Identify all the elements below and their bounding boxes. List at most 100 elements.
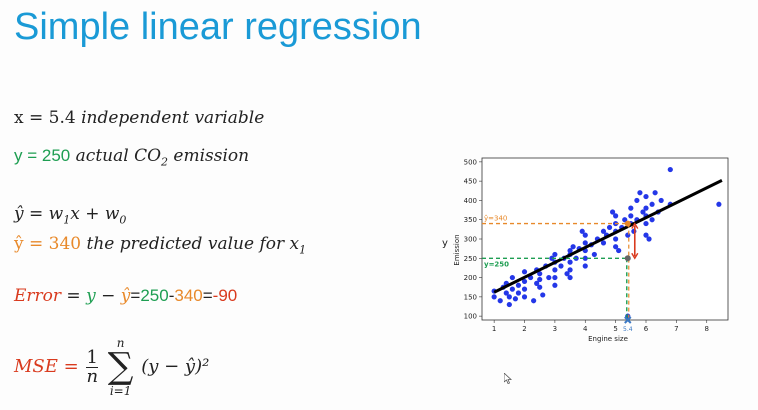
data-point <box>582 240 588 246</box>
y-tick-label: 400 <box>464 197 477 205</box>
predicted-point <box>624 220 631 227</box>
data-point <box>540 292 546 298</box>
data-point <box>649 217 655 223</box>
y-axis-label: Emission <box>453 234 461 265</box>
data-point <box>567 267 573 273</box>
equation-model-s2: 0 <box>119 213 127 227</box>
data-point <box>658 197 664 204</box>
data-point <box>567 274 573 281</box>
equation-x-lhs: x = 5.4 <box>14 108 76 128</box>
mouse-cursor-icon <box>503 372 513 387</box>
sigma-icon: ∑ <box>107 346 134 387</box>
data-point <box>643 232 649 238</box>
equation-predicted: ŷ = 340 the predicted value for x1 <box>14 234 306 256</box>
equation-y: y = 250 actual CO2 emission <box>14 146 249 168</box>
data-point <box>637 190 643 196</box>
equation-y-lhs: y = 250 <box>14 146 71 165</box>
data-point <box>649 201 655 207</box>
mse-fraction: 1 n <box>86 346 99 387</box>
chart-annotations: ŷ=340 y=250 5.4 <box>482 179 723 333</box>
data-point <box>643 205 649 211</box>
equation-x: x = 5.4 independent variable <box>14 108 264 128</box>
data-point <box>509 274 515 281</box>
y-tick-label: 200 <box>464 274 477 282</box>
error-eq3: = <box>202 286 213 305</box>
error-label: Error <box>14 286 62 306</box>
data-point <box>534 280 540 286</box>
data-point <box>537 271 543 277</box>
equation-y-desc: actual CO <box>75 146 162 166</box>
y-tick-label: 350 <box>464 216 477 224</box>
mse-sum-top: n <box>116 336 125 350</box>
error-yhat: ŷ <box>120 286 131 306</box>
data-point <box>579 228 585 234</box>
error-eq2: = <box>130 286 141 305</box>
data-point <box>667 166 673 173</box>
data-point <box>643 193 649 200</box>
data-point <box>613 236 619 242</box>
y-tick-label: 450 <box>464 178 477 186</box>
data-point <box>521 294 528 300</box>
mse-body: (y − ŷ)² <box>141 356 210 377</box>
error-minus: − <box>95 286 121 306</box>
y-tick-label: 250 <box>464 255 477 263</box>
y-tick-label: 500 <box>464 158 477 166</box>
equation-model-s1: 1 <box>63 213 71 227</box>
equation-y-sub: 2 <box>161 155 169 169</box>
x-tick-label: 7 <box>674 325 678 333</box>
chart-axes: 1 2 3 4 5 6 7 8 100 150 200 250 300 350 400 450 500 <box>464 157 729 333</box>
outer-y-label: y <box>442 238 448 249</box>
data-point <box>652 190 658 196</box>
equation-model: ŷ = w1x + w0 <box>14 204 126 226</box>
mse-numerator: 1 <box>86 346 99 368</box>
data-point <box>625 232 631 238</box>
x-tick-label: 5 <box>613 325 617 333</box>
data-point <box>558 263 564 269</box>
data-point <box>531 298 537 304</box>
equation-error: Error = y − ŷ=250-340=-90 <box>14 286 237 306</box>
equation-predicted-sub: 1 <box>299 243 307 257</box>
slide-title: Simple linear regression <box>14 6 422 48</box>
data-point <box>582 263 588 269</box>
error-v3: -90 <box>212 286 238 305</box>
scatter-chart: y Emission Engine size 1 2 3 4 5 6 7 8 100 150 200… <box>442 157 729 343</box>
equation-y-desc2: emission <box>168 146 250 166</box>
equation-x-desc: independent variable <box>81 108 265 128</box>
y-tick-label: 100 <box>464 313 477 321</box>
data-point <box>591 251 597 258</box>
data-point <box>552 267 558 273</box>
data-point <box>570 244 576 250</box>
x-tick-label: 1 <box>492 325 496 333</box>
x-tick-label: 6 <box>644 325 649 333</box>
equation-predicted-lhs: ŷ = 340 <box>14 234 82 254</box>
x-value-label: 5.4 <box>623 326 633 333</box>
data-point <box>521 286 528 292</box>
data-point <box>716 201 722 207</box>
mse-label: MSE = <box>14 356 85 377</box>
data-point <box>628 205 634 211</box>
data-point <box>506 301 512 308</box>
equation-predicted-desc: the predicted value for x <box>86 234 300 254</box>
data-point <box>521 269 528 275</box>
data-point <box>509 286 515 292</box>
regression-line <box>493 179 723 294</box>
data-point <box>646 236 652 242</box>
x-value-marker-icon <box>624 316 632 324</box>
data-point <box>564 271 570 277</box>
mse-denominator: n <box>86 365 99 387</box>
data-point <box>552 274 558 281</box>
x-tick-label: 4 <box>583 325 588 333</box>
error-dash: - <box>168 286 175 305</box>
data-point <box>497 298 503 304</box>
data-point <box>515 290 522 296</box>
data-point <box>506 294 512 300</box>
data-point <box>582 255 588 261</box>
data-point <box>600 240 607 246</box>
cursor-arrow-icon <box>503 372 513 384</box>
data-point <box>537 284 543 290</box>
mse-formula: MSE = 1 n n ∑ i=1 (y − ŷ)² <box>14 336 209 398</box>
data-point <box>628 213 634 219</box>
data-point <box>613 244 619 250</box>
data-point <box>643 220 649 227</box>
